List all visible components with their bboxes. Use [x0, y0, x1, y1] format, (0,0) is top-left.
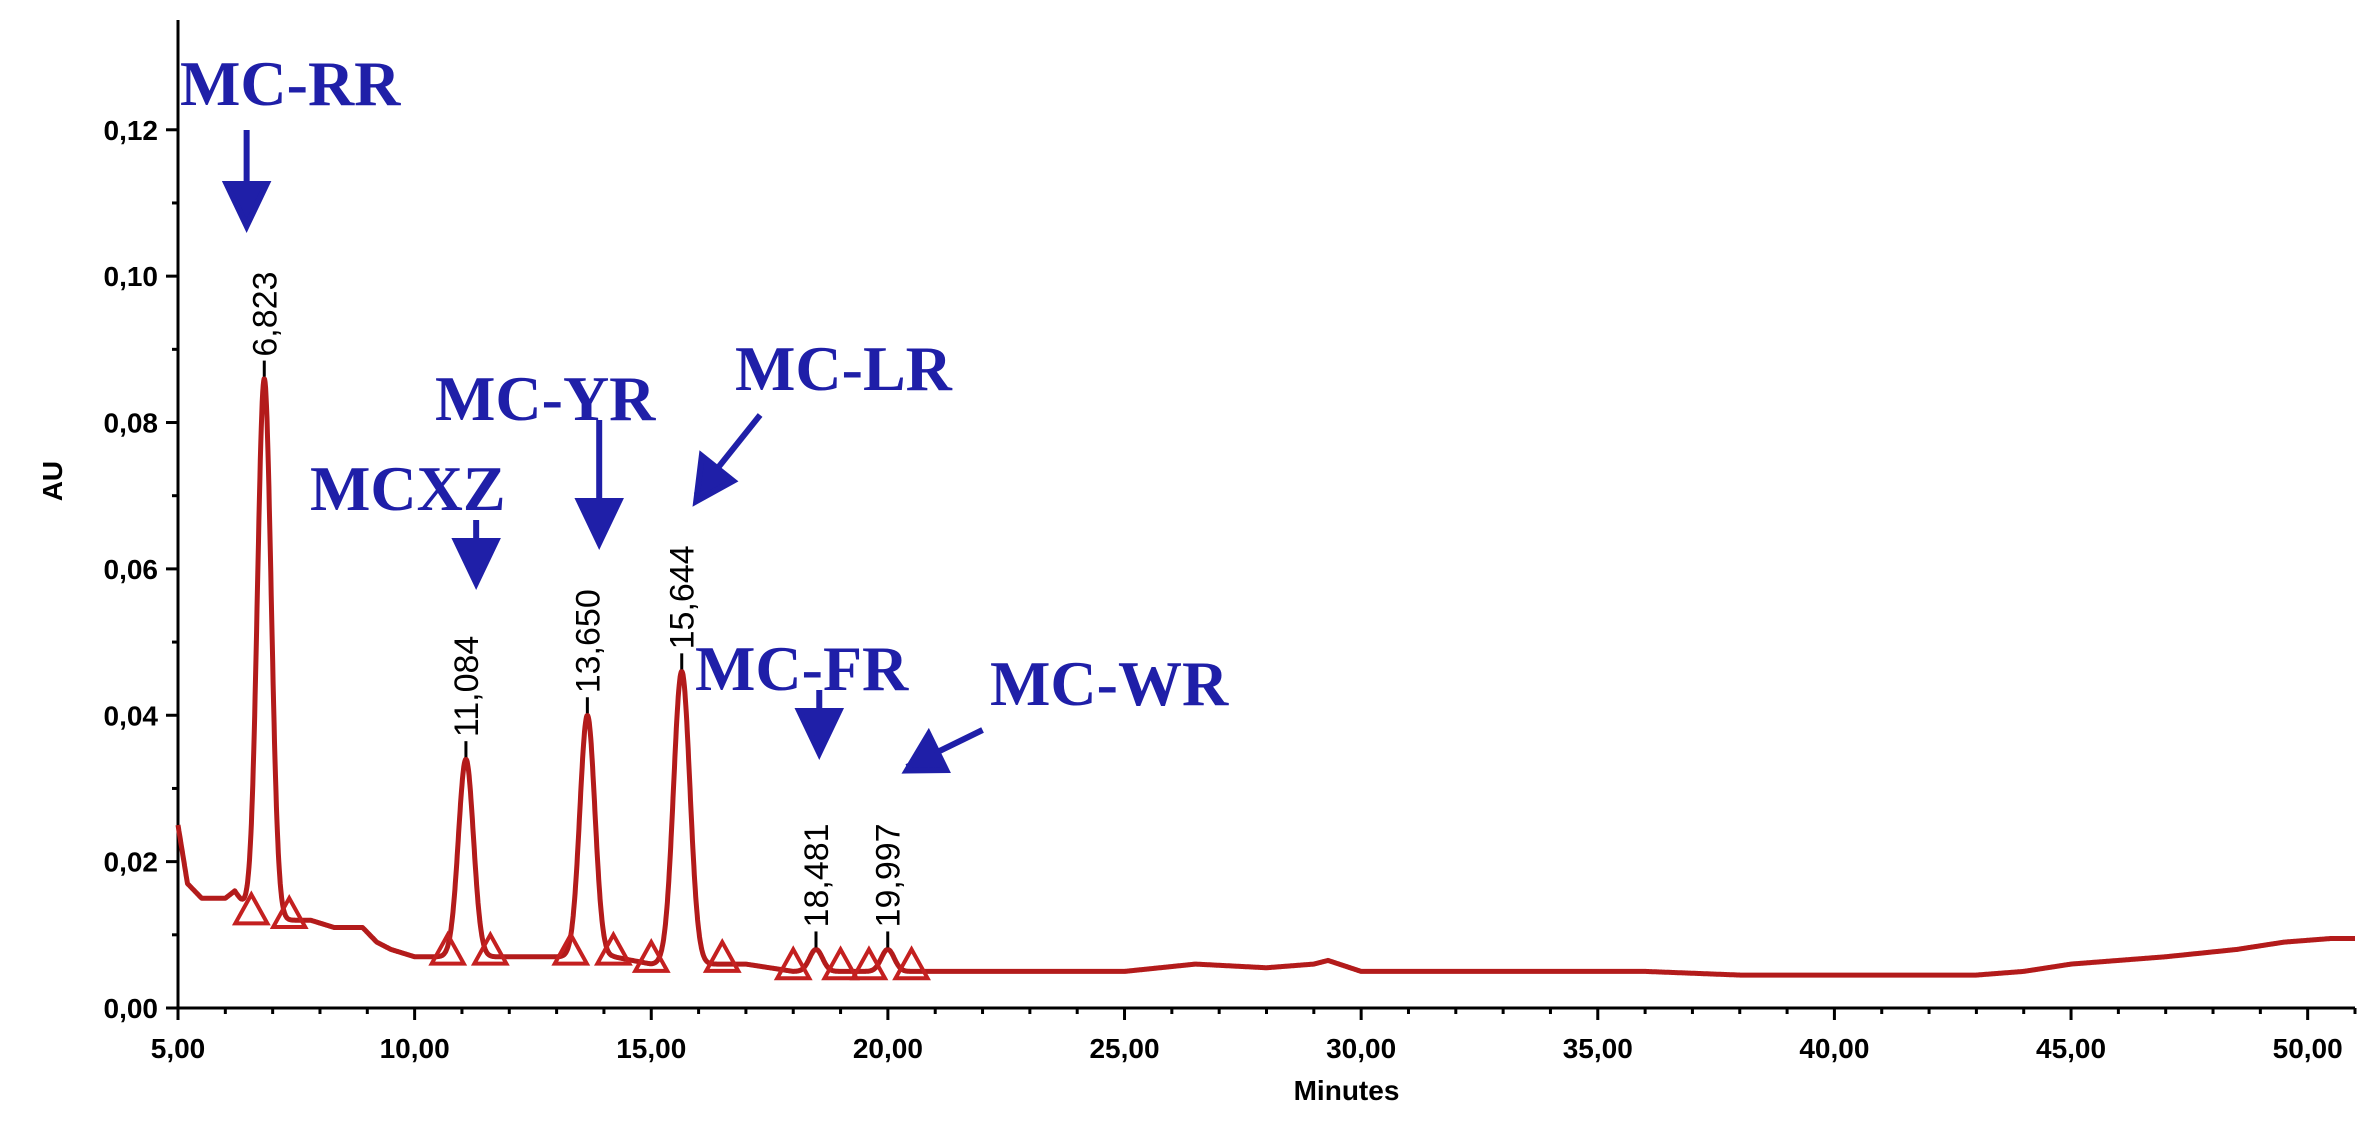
- y-axis-title: AU: [37, 461, 68, 501]
- x-tick-label: 20,00: [853, 1033, 923, 1064]
- x-axis-title: Minutes: [1294, 1075, 1400, 1106]
- x-tick-label: 25,00: [1089, 1033, 1159, 1064]
- compound-labels: MC-RR MCXZ MC-YR MC-LR MC-FR MC-WR: [180, 48, 1229, 774]
- y-tick-label: 0,02: [104, 847, 159, 878]
- integration-markers: [231, 890, 931, 981]
- x-tick-label: 10,00: [380, 1033, 450, 1064]
- compound-label: MCXZ: [310, 453, 506, 524]
- axis-ticks: 5,00 10,00 15,00 20,00 25,00 30,00 35,00 40,00 4…: [104, 115, 2357, 1064]
- peak-retention-time-label: 13,650: [569, 589, 607, 693]
- peak-end-marker: [702, 937, 742, 973]
- x-tick-label: 50,00: [2273, 1033, 2343, 1064]
- y-tick-label: 0,08: [104, 408, 159, 439]
- peak-retention-time-label: 15,644: [664, 545, 702, 649]
- peak-retention-time-label: 11,084: [448, 636, 486, 737]
- peak-start-marker: [849, 945, 889, 981]
- compound-arrow-head: [794, 708, 845, 760]
- x-tick-label: 40,00: [1799, 1033, 1869, 1064]
- compound-label: MC-WR: [990, 648, 1229, 719]
- compound-arrow-head: [901, 727, 951, 774]
- peak-end-marker: [821, 945, 860, 981]
- compound-arrow-head: [221, 181, 272, 233]
- compound-label: MC-FR: [695, 633, 909, 704]
- peak-start-marker: [551, 930, 591, 966]
- compound-label: MC-LR: [735, 333, 953, 404]
- peak-labels: 6,823 11,084 13,650 15,644 18,481 19,997: [246, 272, 908, 948]
- y-tick-label: 0,04: [104, 700, 159, 731]
- peak-end-marker: [594, 930, 633, 966]
- y-tick-label: 0,00: [104, 993, 159, 1024]
- y-tick-label: 0,12: [104, 115, 159, 146]
- peak-retention-time-label: 19,997: [870, 823, 908, 927]
- compound-arrow-head: [574, 498, 624, 550]
- compound-arrow-head: [692, 450, 739, 507]
- y-tick-label: 0,06: [104, 554, 159, 585]
- peak-start-marker: [631, 937, 671, 973]
- compound-label: MC-YR: [435, 363, 656, 434]
- peak-end-marker: [470, 930, 510, 966]
- x-tick-label: 45,00: [2036, 1033, 2106, 1064]
- chromatogram-trace: [175, 376, 2357, 978]
- peak-retention-time-label: 18,481: [798, 823, 836, 927]
- peak-start-marker: [231, 890, 271, 926]
- trace-layer: [175, 376, 2357, 978]
- x-tick-label: 5,00: [151, 1033, 206, 1064]
- peak-start-marker: [773, 945, 813, 981]
- peak-retention-time-label: 6,823: [246, 272, 284, 357]
- x-tick-label: 30,00: [1326, 1033, 1396, 1064]
- y-tick-label: 0,10: [104, 261, 159, 292]
- compound-label: MC-RR: [180, 48, 401, 119]
- peak-end-marker: [269, 894, 309, 929]
- x-tick-label: 15,00: [616, 1033, 686, 1064]
- x-tick-label: 35,00: [1563, 1033, 1633, 1064]
- compound-arrow-head: [451, 538, 501, 590]
- peak-start-marker: [428, 930, 468, 966]
- peak-end-marker: [892, 945, 931, 981]
